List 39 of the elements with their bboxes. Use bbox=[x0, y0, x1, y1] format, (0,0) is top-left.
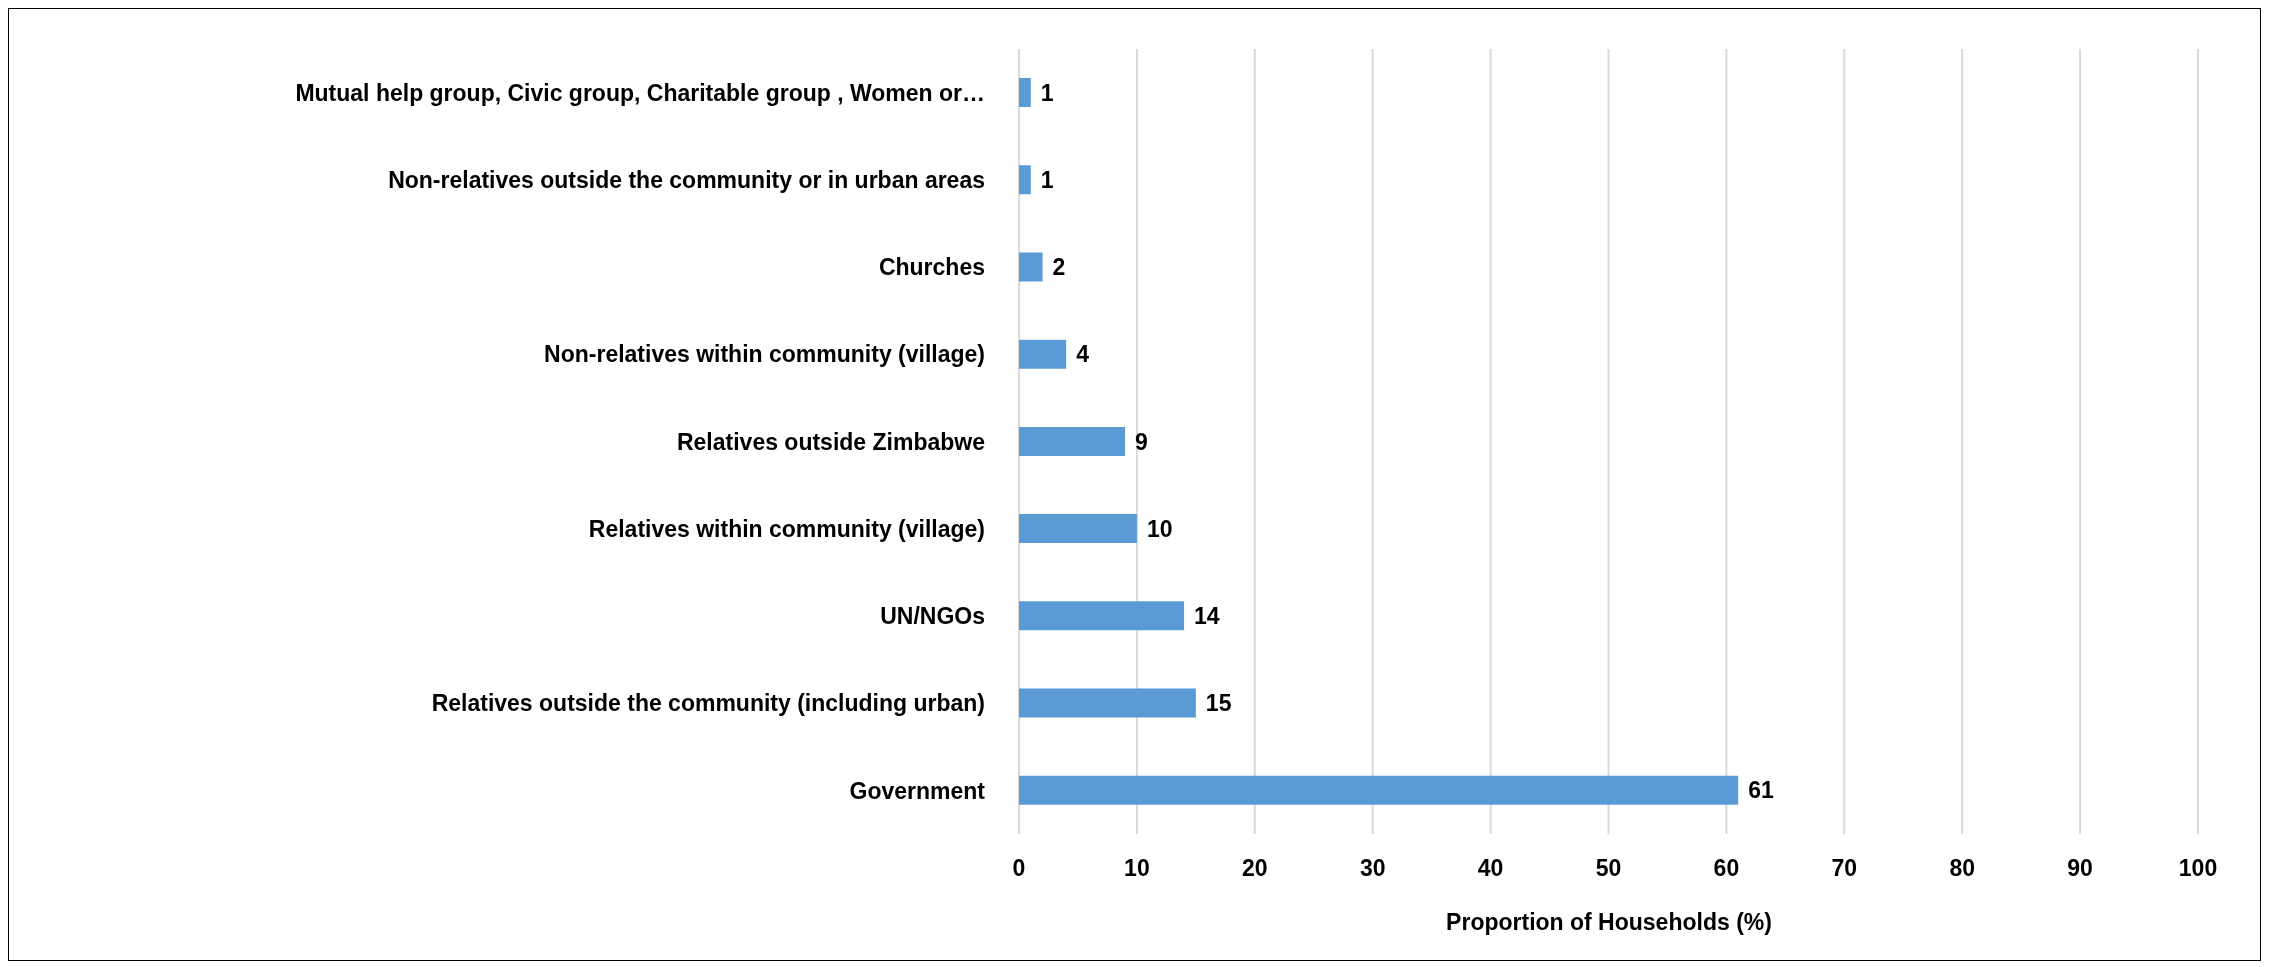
bar bbox=[1019, 165, 1031, 195]
x-tick-label: 60 bbox=[1713, 855, 1740, 882]
bar bbox=[1019, 426, 1126, 456]
x-tick-label: 80 bbox=[1949, 855, 1975, 882]
bar bbox=[1019, 78, 1031, 107]
data-label: 4 bbox=[1076, 341, 1090, 368]
bar bbox=[1019, 514, 1137, 544]
x-tick-label: 20 bbox=[1242, 855, 1268, 882]
y-tick-label: Churches bbox=[878, 254, 985, 281]
data-label: 14 bbox=[1194, 603, 1220, 629]
x-tick-label: 50 bbox=[1595, 855, 1622, 882]
y-tick-label: Government bbox=[849, 777, 986, 804]
data-label: 61 bbox=[1748, 777, 1774, 804]
data-label: 15 bbox=[1205, 690, 1232, 717]
bar bbox=[1019, 688, 1196, 718]
data-label: 2 bbox=[1052, 254, 1066, 281]
y-tick-label: Non-relatives within community (village) bbox=[544, 341, 985, 368]
data-label: 1 bbox=[1040, 166, 1054, 193]
x-tick-label: 90 bbox=[2067, 855, 2093, 882]
x-axis-title: Proportion of Households (%) bbox=[1445, 909, 1773, 936]
y-tick-label: Relatives outside Zimbabwe bbox=[676, 428, 985, 455]
bar bbox=[1019, 775, 1739, 805]
y-tick-label: Non-relatives outside the community or in urban areas bbox=[388, 167, 985, 193]
bar bbox=[1019, 601, 1185, 631]
bar bbox=[1019, 252, 1043, 282]
bar bbox=[1019, 339, 1067, 369]
data-label: 1 bbox=[1040, 79, 1054, 106]
y-tick-label: Mutual help group, Civic group, Charitable group , Women or… bbox=[295, 79, 985, 106]
x-tick-label: 100 bbox=[2178, 855, 2218, 882]
x-tick-label: 10 bbox=[1124, 855, 1150, 882]
x-tick-label: 40 bbox=[1477, 855, 1504, 882]
y-tick-label: UN/NGOs bbox=[880, 603, 985, 630]
data-label: 10 bbox=[1146, 515, 1173, 542]
x-tick-label: 0 bbox=[1012, 855, 1026, 882]
y-tick-label: Relatives outside the community (including urban) bbox=[431, 690, 985, 717]
x-tick-label: 70 bbox=[1831, 855, 1858, 882]
data-label: 9 bbox=[1135, 428, 1148, 455]
x-tick-label: 30 bbox=[1359, 855, 1386, 882]
y-tick-label: Relatives within community (village) bbox=[588, 515, 985, 542]
